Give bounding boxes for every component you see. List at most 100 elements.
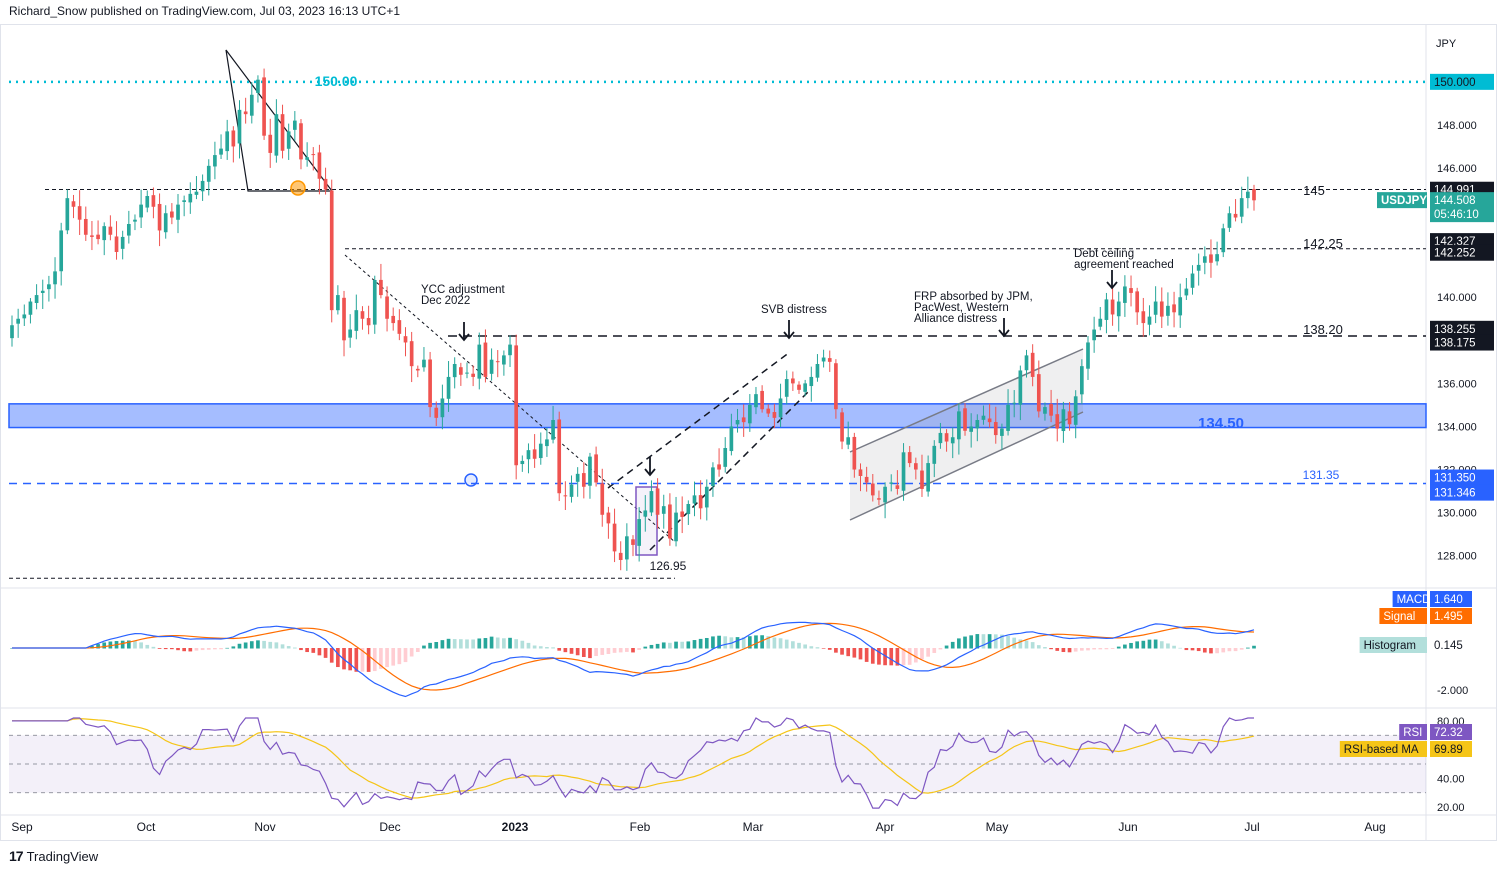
macd-histogram-bar <box>1006 635 1010 649</box>
time-tick-label: Jun <box>1118 820 1137 834</box>
macd-histogram-bar <box>815 647 820 649</box>
macd-histogram-bar <box>120 640 125 649</box>
candle-body <box>680 511 685 517</box>
macd-histogram-bar <box>1098 648 1103 650</box>
tradingview-footer[interactable]: 17 TradingView <box>9 848 98 864</box>
macd-histogram-bar <box>1073 648 1078 652</box>
blue-circle-marker <box>464 473 478 487</box>
candle-body <box>1123 286 1127 303</box>
candle-body <box>22 314 27 319</box>
candle-body <box>1049 404 1053 416</box>
candle-body <box>778 398 783 418</box>
annotation-text: Debt ceiling <box>1074 248 1134 260</box>
time-tick-label: Apr <box>876 820 895 834</box>
candle-body <box>188 193 193 203</box>
macd-histogram-bar <box>1178 647 1183 649</box>
price-tag-last <box>1430 192 1494 209</box>
macd-histogram-bar <box>292 647 297 649</box>
candle-body <box>686 504 691 515</box>
candle-body <box>1166 305 1170 316</box>
candle-body <box>520 460 525 465</box>
channel-lower-line <box>849 411 1084 521</box>
macd-histogram-bar <box>846 648 851 657</box>
candle-body <box>797 384 801 390</box>
candle-body <box>323 178 328 190</box>
orange-marker <box>290 180 306 196</box>
macd-series-name: MACD <box>1397 594 1431 606</box>
level-label-142-25: 142.25 <box>1303 236 1343 251</box>
macd-histogram-bar <box>1129 642 1133 649</box>
candle-body <box>1159 301 1164 317</box>
macd-histogram-bar <box>256 640 260 649</box>
macd-histogram-bar <box>864 648 869 662</box>
candle-body <box>1024 355 1029 371</box>
candle-body <box>717 464 721 470</box>
candle-body <box>754 394 758 408</box>
candle-body <box>747 404 752 424</box>
candle-body <box>249 94 254 116</box>
candle-body <box>606 512 611 524</box>
macd-histogram-bar <box>237 643 242 649</box>
macd-histogram-bar <box>1036 645 1041 649</box>
candle-body <box>200 180 205 192</box>
currency-label: JPY <box>1436 38 1457 50</box>
price-tag-level <box>1430 244 1494 261</box>
candle-body <box>612 523 617 552</box>
rsi-value-tag <box>1430 724 1472 740</box>
candle-body <box>852 436 857 470</box>
macd-histogram-bar <box>495 637 500 649</box>
candle-body <box>668 504 672 539</box>
candle-body <box>213 155 217 167</box>
level-label-150: 150.00 <box>315 73 358 89</box>
macd-histogram-bar <box>1233 648 1238 652</box>
macd-histogram-bar <box>502 638 506 649</box>
candle-body <box>864 476 869 483</box>
time-tick-label: 2023 <box>502 820 529 834</box>
macd-histogram-bar <box>108 641 113 649</box>
price-tag-level <box>1430 320 1494 337</box>
macd-histogram-bar <box>963 636 967 649</box>
macd-histogram-bar <box>336 648 340 668</box>
price-tag-countdown <box>1430 206 1494 223</box>
macd-histogram-bar <box>1239 648 1244 650</box>
macd-histogram-bar <box>1104 648 1109 650</box>
macd-histogram-bar <box>588 648 592 659</box>
macd-histogram-bar <box>674 641 678 649</box>
candle-body <box>692 495 697 504</box>
candle-body <box>821 357 826 362</box>
time-tick-label: Mar <box>743 820 764 834</box>
macd-histogram-bar <box>981 634 986 649</box>
price-tag-text: 142.252 <box>1434 248 1476 260</box>
macd-histogram-bar <box>1221 648 1226 653</box>
macd-histogram-bar <box>920 648 924 660</box>
macd-histogram-bar <box>526 642 531 649</box>
candle-body <box>889 482 894 484</box>
macd-histogram-bar <box>163 648 168 650</box>
candle-body <box>932 445 937 464</box>
price-tick-label: 134.000 <box>1437 421 1477 433</box>
macd-histogram-bar <box>649 644 654 649</box>
macd-histogram-bar <box>704 637 709 649</box>
macd-histogram-bar <box>1018 639 1023 649</box>
candle-body <box>877 498 881 500</box>
macd-histogram-bar <box>249 641 254 649</box>
candle-body <box>403 336 408 343</box>
candle-body <box>563 495 568 497</box>
candle-body <box>803 383 807 392</box>
macd-histogram-bar <box>895 648 900 666</box>
candle-body <box>883 486 887 503</box>
macd-histogram-bar <box>538 646 543 649</box>
candle-body <box>1246 191 1250 199</box>
macd-histogram-bar <box>618 648 623 653</box>
macd-series-tag <box>1359 637 1427 653</box>
macd-histogram-bar <box>772 637 777 649</box>
macd-histogram-bar <box>711 636 715 649</box>
macd-histogram-bar <box>305 648 309 653</box>
candle-body <box>286 131 291 149</box>
candle-body <box>1012 402 1017 404</box>
price-tag-symbol <box>1377 192 1427 209</box>
candle-body <box>139 204 143 218</box>
candle-body <box>1129 288 1133 293</box>
macd-histogram-bar <box>1086 648 1090 651</box>
